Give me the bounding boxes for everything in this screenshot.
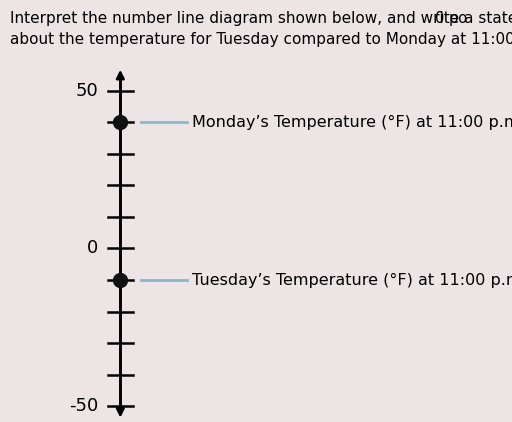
Text: about the temperature for Tuesday compared to Monday at 11:00 p.m. *: about the temperature for Tuesday compar… — [10, 32, 512, 47]
Point — [116, 276, 124, 283]
Text: 0: 0 — [87, 239, 98, 257]
Text: 50: 50 — [76, 81, 98, 100]
Text: Tuesday’s Temperature (°F) at 11:00 p.m.: Tuesday’s Temperature (°F) at 11:00 p.m. — [192, 273, 512, 287]
Point — [116, 119, 124, 126]
Text: Monday’s Temperature (°F) at 11:00 p.m.: Monday’s Temperature (°F) at 11:00 p.m. — [192, 115, 512, 130]
Text: 0 po: 0 po — [435, 11, 467, 26]
Text: Interpret the number line diagram shown below, and write a statement: Interpret the number line diagram shown … — [10, 11, 512, 26]
Text: -50: -50 — [69, 397, 98, 415]
